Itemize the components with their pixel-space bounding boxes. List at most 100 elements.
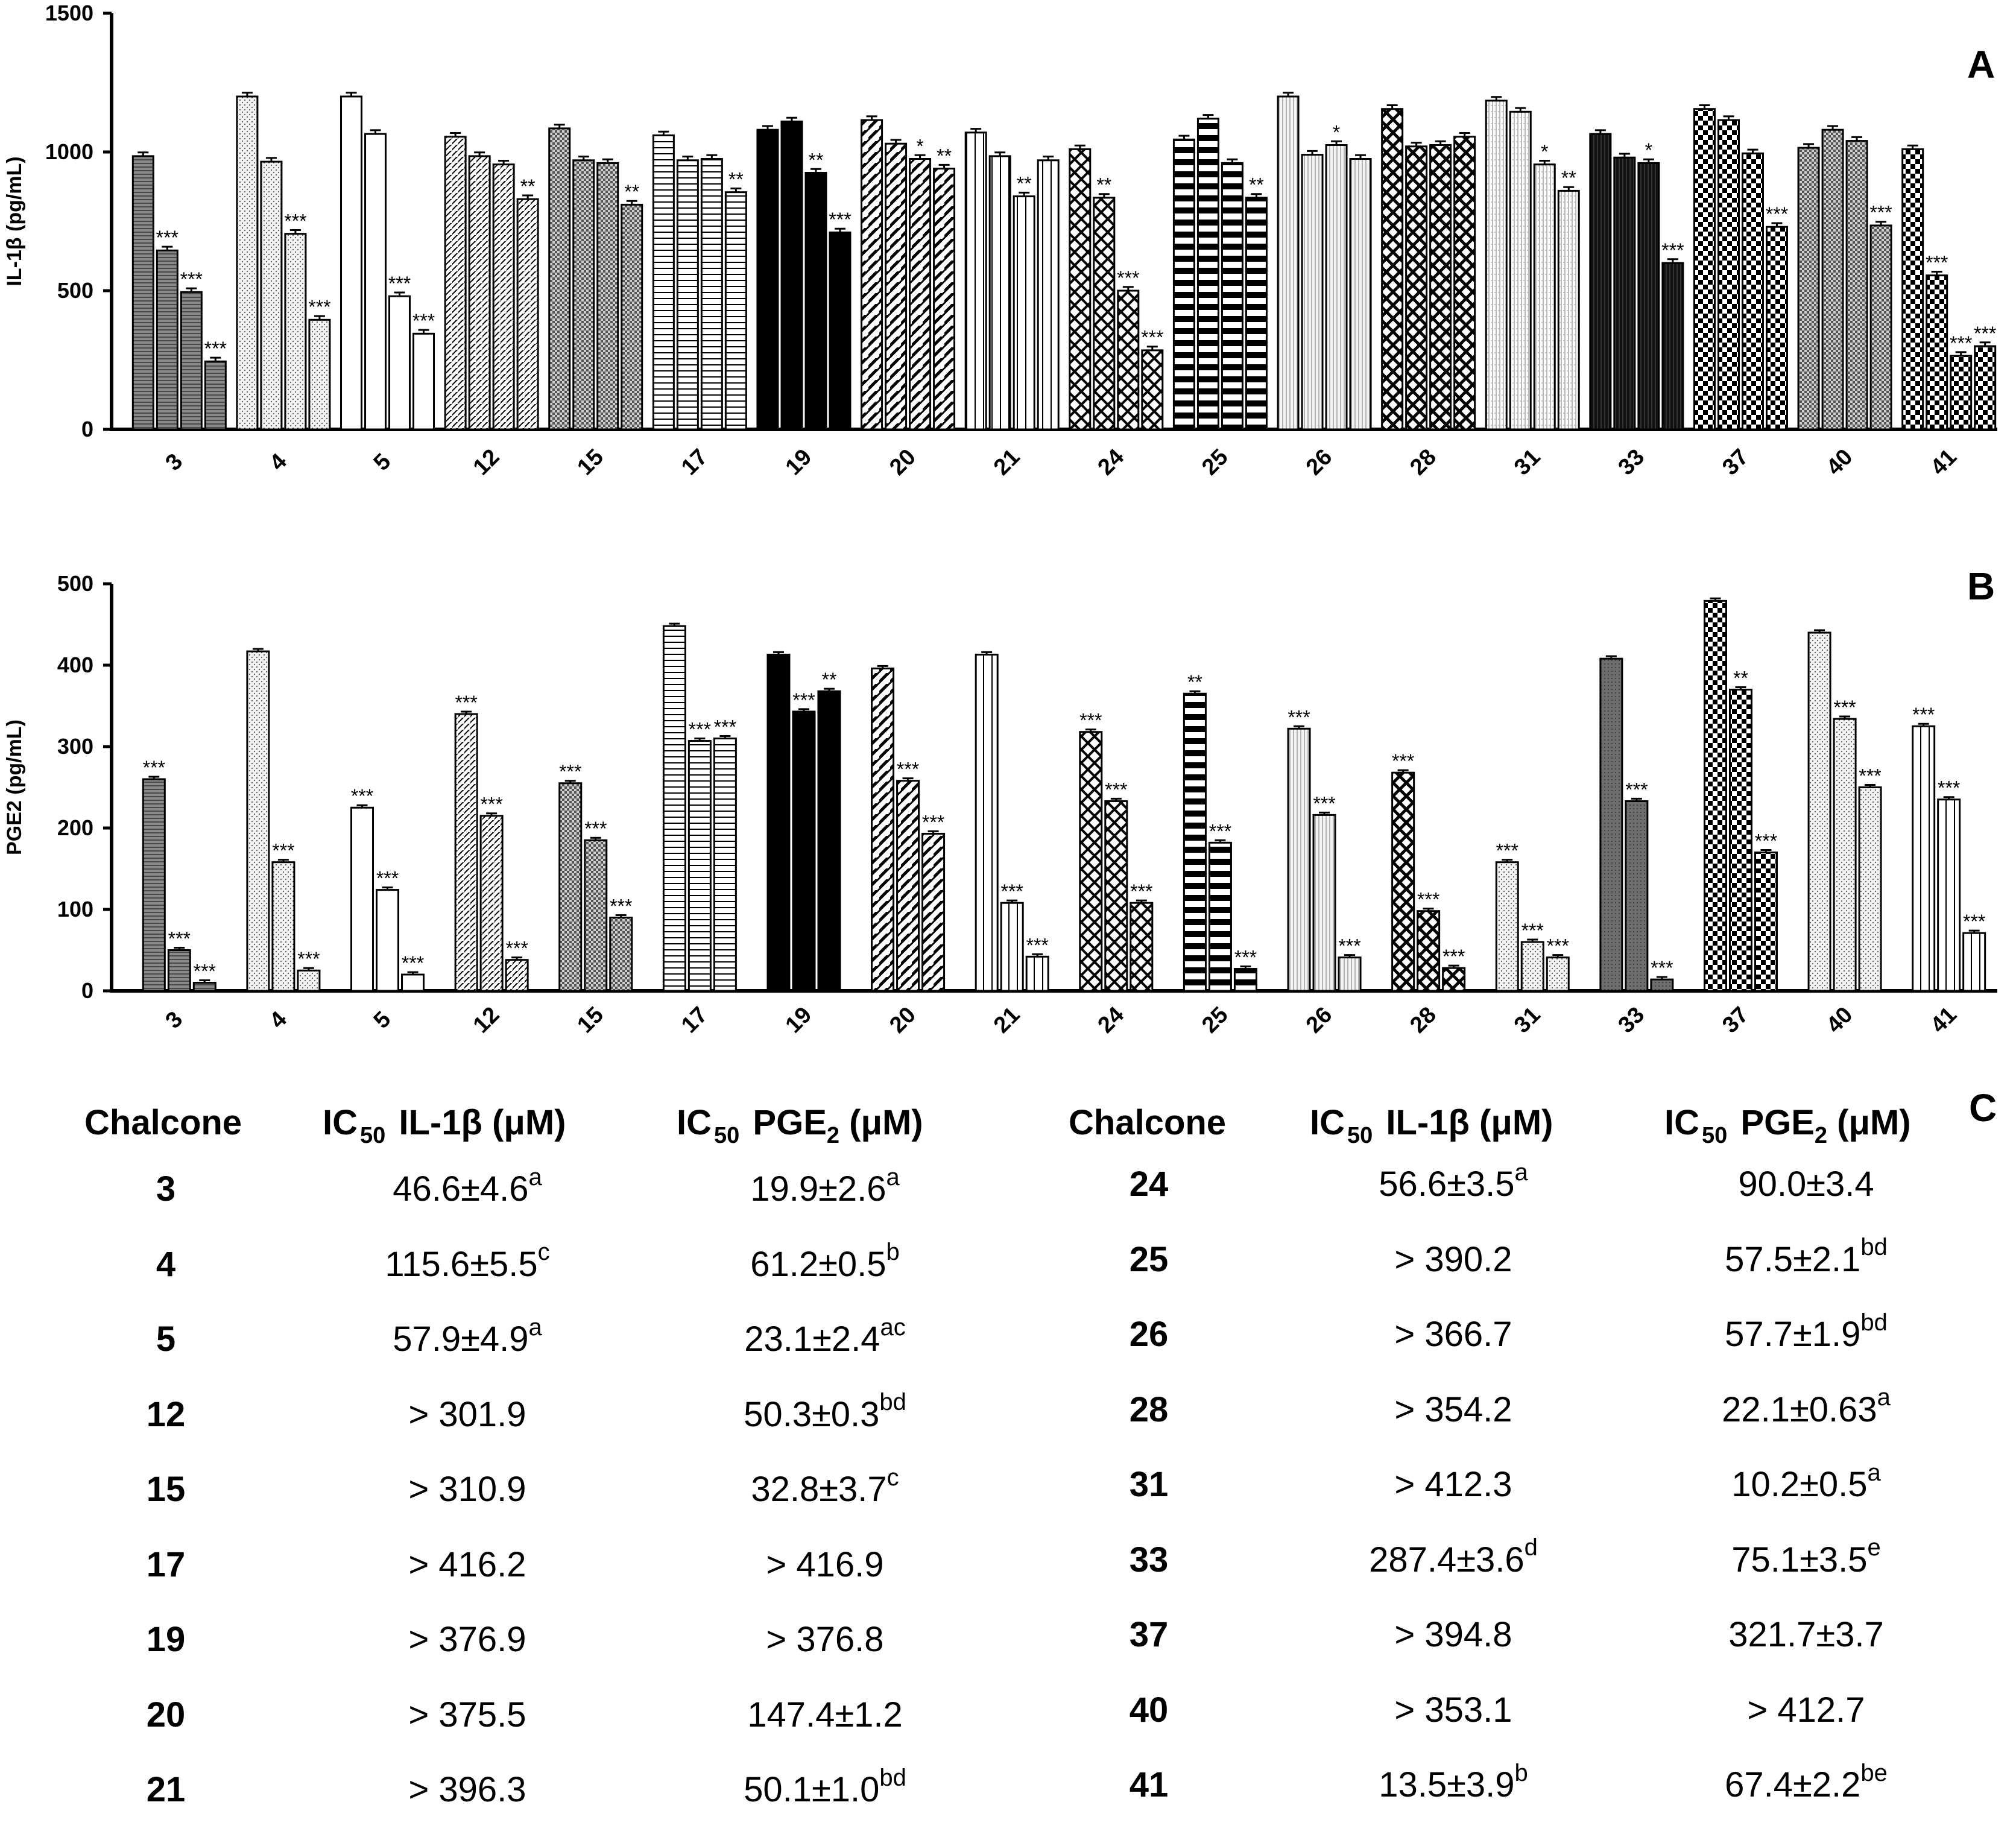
bar (609, 917, 633, 992)
bar (1079, 731, 1103, 992)
significance-label: *** (1141, 327, 1163, 349)
bar (1287, 727, 1311, 992)
significance-label: *** (1912, 704, 1935, 725)
chalcone-id: 17 (146, 1544, 186, 1584)
significance-label: ** (1187, 671, 1202, 693)
bar (167, 949, 191, 992)
x-tick-label: 24 (1093, 1002, 1130, 1038)
significance-label: *** (1209, 820, 1231, 842)
bar-group-19: ***** (766, 651, 841, 992)
bar (756, 128, 779, 431)
chalcone-id: 15 (146, 1470, 186, 1509)
chalcone-id: 12 (146, 1394, 186, 1434)
bar (1661, 262, 1684, 431)
bar (1349, 158, 1372, 431)
significance-label: *** (1105, 779, 1127, 800)
ic50-pge2-value: 22.1±0.63a (1722, 1384, 1891, 1429)
bar (1693, 108, 1716, 431)
significance-label: *** (1766, 203, 1788, 225)
significance-label: *** (204, 338, 227, 359)
bar (1557, 189, 1580, 431)
significance-label: *** (1496, 840, 1518, 862)
bar (1974, 345, 1997, 431)
significance-label: *** (1338, 935, 1360, 957)
ic50-pge2-value: 23.1±2.4ac (744, 1313, 906, 1359)
bar-group-33: *** *** (1599, 655, 1674, 992)
bar (1717, 119, 1740, 431)
bar (388, 295, 411, 431)
bar (1650, 978, 1674, 992)
bar (687, 740, 712, 992)
significance-label: * (1645, 139, 1652, 161)
x-tick-label: 15 (572, 444, 608, 481)
bar-group-33: **** (1589, 129, 1684, 431)
bar (1797, 147, 1820, 431)
chalcone-id: 24 (1129, 1165, 1169, 1204)
bar (505, 959, 529, 992)
bar (142, 778, 166, 992)
bar (700, 158, 723, 431)
x-tick-label: 3 (160, 1007, 188, 1034)
bar (1130, 902, 1154, 992)
significance-label: *** (1234, 947, 1257, 969)
significance-label: *** (168, 928, 191, 949)
x-tick-label: 37 (1717, 1002, 1754, 1038)
significance-label: *** (922, 811, 944, 833)
bar (454, 713, 478, 992)
bar (1869, 224, 1892, 431)
bar (1069, 148, 1092, 431)
bar-group-4: *** *** (246, 648, 321, 992)
ic50-il1b-value: > 390.2 (1394, 1239, 1512, 1279)
header-ic50-il1b-right: IC 50 IL-1β (μM) (1310, 1103, 1553, 1148)
bar (1245, 197, 1268, 431)
bar (1912, 725, 1936, 992)
bar (861, 119, 883, 431)
bar (1845, 140, 1868, 431)
bar (1093, 197, 1116, 431)
bar (1703, 599, 1727, 992)
bar (1196, 118, 1219, 431)
x-tick-label: 12 (469, 444, 505, 481)
bar (596, 162, 619, 431)
ic50-table: Chalcone IC 50 IL-1β (μM) IC 50 PGE2 (μM) … (0, 1079, 2016, 1846)
x-tick-label: 41 (1926, 1002, 1962, 1038)
bar (1950, 355, 1973, 431)
ic50-il1b-value: 57.9±4.9a (393, 1313, 542, 1359)
y-axis-label: PGE2 (pg/mL) (3, 719, 26, 855)
bar (1338, 956, 1362, 992)
x-tick-label: 5 (369, 1007, 396, 1034)
bar-group-15: *** *** *** (558, 761, 633, 992)
significance-label: ** (520, 175, 536, 197)
ic50-il1b-value: 115.6±5.5c (385, 1239, 550, 1284)
bar (468, 155, 491, 431)
bar (1589, 133, 1612, 431)
bar (1037, 159, 1060, 431)
bar-group-24: ******** (1069, 144, 1163, 431)
bar (829, 231, 852, 431)
bar-group-24: *** *** *** (1079, 710, 1154, 992)
y-tick-label: 100 (57, 897, 93, 921)
significance-label: ** (1733, 667, 1748, 689)
significance-label: *** (412, 310, 435, 332)
significance-label: *** (792, 689, 815, 711)
bar-group-3: ********* (131, 151, 227, 431)
ic50-il1b-value: > 353.1 (1394, 1690, 1512, 1730)
bar (192, 982, 216, 992)
x-tick-label: 15 (572, 1002, 608, 1038)
significance-label: ** (1096, 174, 1111, 196)
bar-group-12: ** (444, 131, 539, 431)
significance-label: *** (610, 895, 632, 917)
bar (1509, 110, 1532, 431)
y-tick-label: 400 (57, 653, 93, 677)
significance-label: *** (505, 938, 528, 959)
bar (444, 136, 467, 431)
ic50-il1b-value: 13.5±3.9b (1379, 1759, 1528, 1804)
significance-label: *** (1926, 251, 1948, 273)
significance-label: *** (897, 759, 919, 780)
bar (817, 690, 841, 992)
x-tick-label: 31 (1509, 444, 1546, 481)
significance-label: *** (272, 840, 294, 862)
bar (1533, 163, 1556, 431)
bar (921, 832, 946, 992)
ic50-il1b-value: > 376.9 (408, 1620, 526, 1659)
